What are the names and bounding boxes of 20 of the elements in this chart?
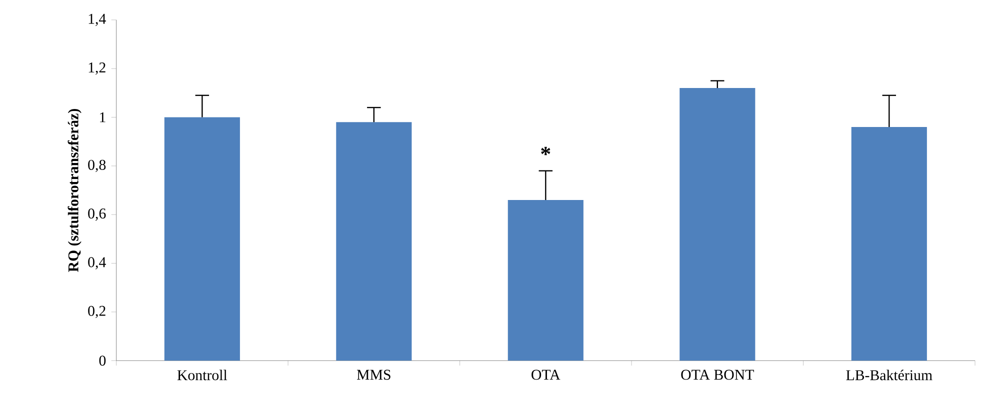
x-tick-label: Kontroll — [177, 370, 228, 380]
y-tick-label: 1 — [100, 112, 106, 122]
y-tick-label: 0,8 — [88, 160, 106, 172]
bar — [164, 117, 240, 360]
x-tick-label: OTA — [532, 370, 560, 380]
x-tick-label: OTA BONT — [681, 370, 754, 380]
bar — [680, 88, 756, 360]
bar — [336, 122, 412, 360]
y-tick-label: 0 — [99, 355, 106, 366]
annotation: * — [541, 146, 550, 155]
y-tick-label: 1,4 — [88, 14, 106, 26]
bar — [508, 200, 584, 360]
bar — [851, 126, 927, 360]
y-axis-title: RQ (sztulforotranszferáz) — [68, 108, 82, 272]
y-tick-label: 1,2 — [88, 62, 106, 74]
x-tick-label: MMS — [356, 370, 390, 380]
x-tick-label: LB-Baktérium — [846, 370, 932, 380]
y-tick-label: 0,6 — [88, 208, 106, 220]
y-tick-label: 0,4 — [88, 256, 106, 270]
y-tick-label: 0,2 — [88, 306, 106, 318]
